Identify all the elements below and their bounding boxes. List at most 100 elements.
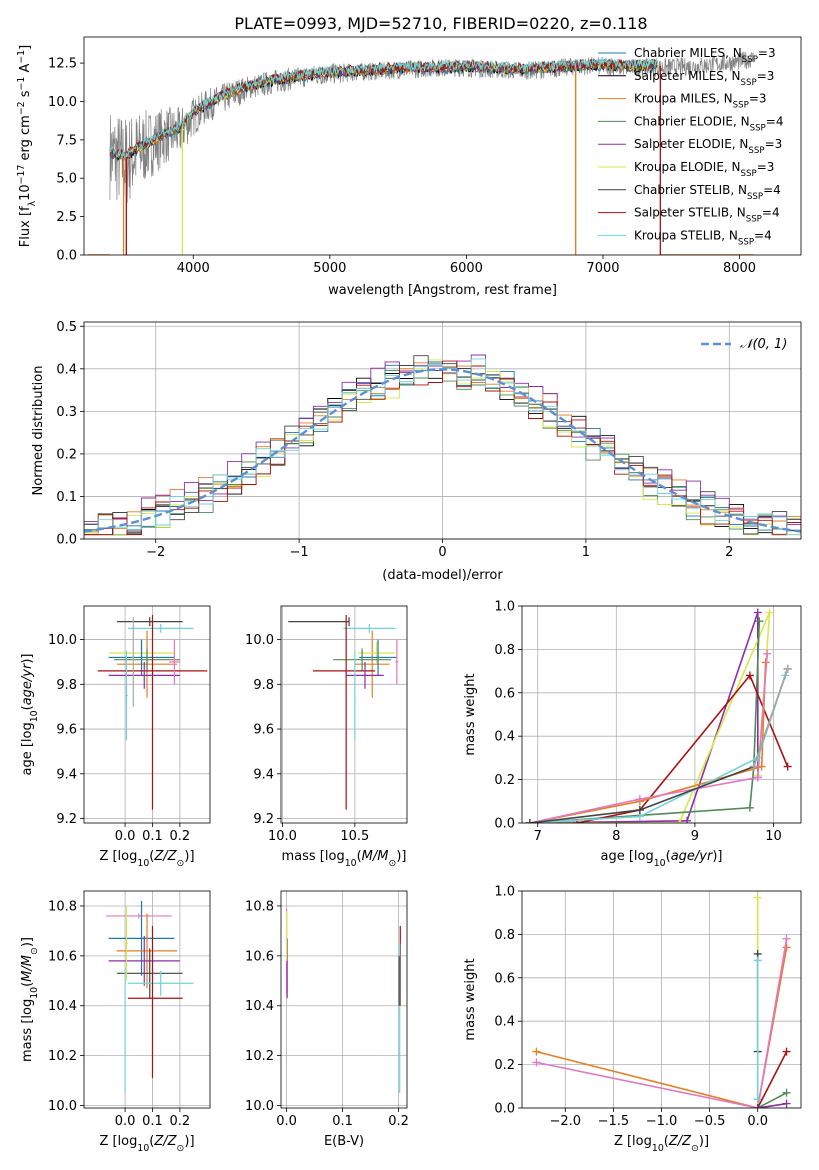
y-tick-label: 10.8 bbox=[245, 899, 274, 914]
x-tick-label: −2 bbox=[146, 545, 165, 560]
x-axis-label-part: age [log bbox=[600, 849, 653, 864]
normal-curve bbox=[84, 368, 801, 533]
massweight-marker bbox=[782, 943, 791, 952]
x-axis-label-part: )] bbox=[699, 1134, 709, 1149]
y-axis-label-part: erg cm bbox=[18, 115, 33, 164]
y-tick-label: 5.0 bbox=[56, 172, 77, 187]
x-axis-label-part: M/M bbox=[362, 849, 389, 864]
legend-label-part: =3 bbox=[765, 137, 783, 151]
x-axis-label-part: ( bbox=[149, 849, 154, 864]
y-axis-label: mass weight bbox=[463, 673, 478, 755]
x-axis-label-part: )] bbox=[396, 849, 406, 864]
x-axis-label: Z [log10(Z/Z⊙)] bbox=[99, 849, 194, 869]
y-tick-label: 9.6 bbox=[56, 723, 77, 738]
x-axis-label-part: age/yr bbox=[671, 849, 714, 864]
y-axis-label: mass weight bbox=[463, 958, 478, 1040]
y-tick-label: 10.8 bbox=[48, 899, 77, 914]
y-tick-label: 0.0 bbox=[494, 1102, 515, 1117]
legend-label: Salpeter ELODIE, NSSP=3 bbox=[634, 137, 782, 156]
x-axis-label-part: ( bbox=[149, 1134, 154, 1149]
axes-frame bbox=[280, 605, 408, 824]
massweight-marker bbox=[525, 819, 534, 823]
massweight-line bbox=[757, 1102, 787, 1108]
x-axis-label-part: )] bbox=[184, 1134, 194, 1149]
x-axis-label-part: )] bbox=[184, 849, 194, 864]
y-axis-label-part: ( bbox=[20, 982, 35, 987]
x-axis-label: mass [log10(M/M⊙)] bbox=[282, 849, 407, 869]
legend-label-part: SSP bbox=[750, 123, 766, 133]
x-axis-label-part: ( bbox=[664, 1134, 669, 1149]
spectrum-panel: 4000 5000 6000 7000 8000 0.0 2.5 5.0 7.5 10.0 12.5… bbox=[16, 36, 802, 298]
y-axis-label-part: −1 bbox=[16, 50, 27, 64]
x-tick-label: 0.2 bbox=[388, 1114, 409, 1129]
y-tick-label: 0.4 bbox=[494, 1015, 515, 1030]
y-tick-label: 1.0 bbox=[494, 885, 515, 900]
legend-label: Kroupa MILES, NSSP=3 bbox=[634, 92, 767, 111]
massweight-marker bbox=[753, 1095, 762, 1104]
massweight-marker bbox=[745, 803, 754, 812]
x-tick-label: 0.2 bbox=[170, 1114, 191, 1129]
massweight-line bbox=[753, 668, 789, 767]
y-tick-label: 7.5 bbox=[56, 133, 77, 148]
x-tick-label: 2 bbox=[725, 545, 733, 560]
massweight-marker bbox=[753, 893, 762, 902]
x-axis-label-part: )] bbox=[712, 849, 722, 864]
y-tick-label: 10.0 bbox=[245, 633, 274, 648]
x-axis-label-part: 10 bbox=[137, 1143, 149, 1154]
axes-frame bbox=[83, 890, 211, 1109]
y-tick-label: 0.4 bbox=[494, 730, 515, 745]
x-axis-label-part: 10 bbox=[654, 858, 666, 869]
x-axis-label-part: Z [log bbox=[99, 849, 137, 864]
y-axis-label-part: mass [log bbox=[20, 999, 35, 1062]
legend-label-part: =4 bbox=[766, 114, 784, 128]
legend-label: Chabrier STELIB, NSSP=4 bbox=[634, 183, 781, 202]
x-axis-label-part: E(B-V) bbox=[324, 1134, 364, 1149]
legend-label-part: Kroupa STELIB, N bbox=[634, 228, 738, 242]
x-axis-label-part: Z/Z bbox=[668, 1134, 692, 1149]
y-tick-label: 10.2 bbox=[48, 1049, 77, 1064]
massweight-marker bbox=[683, 816, 692, 823]
y-tick-label: 10.4 bbox=[245, 999, 274, 1014]
y-tick-label: 9.6 bbox=[253, 723, 274, 738]
x-tick-label: −0.5 bbox=[694, 1114, 726, 1129]
massweight-marker bbox=[783, 762, 792, 771]
x-axis-label: E(B-V) bbox=[324, 1134, 364, 1149]
massweight-marker bbox=[753, 608, 762, 617]
massweight-marker bbox=[755, 617, 764, 626]
x-tick-label: 10.0 bbox=[268, 829, 297, 844]
y-tick-label: 1.0 bbox=[494, 600, 515, 615]
x-axis-label: age [log10(age/yr)] bbox=[600, 849, 722, 869]
legend-label-part: =3 bbox=[757, 69, 775, 83]
residual-histogram-panel: −2 −1 0 1 2 0.0 0.1 0.2 0.3 0.4 0.5 (data-model)/er… bbox=[31, 320, 802, 583]
legend-label-part: =4 bbox=[762, 206, 780, 220]
axes-frame bbox=[83, 605, 211, 824]
massweight-marker bbox=[753, 1104, 762, 1108]
y-tick-label: 0.0 bbox=[56, 533, 77, 548]
y-axis-label-part: −17 bbox=[16, 165, 27, 185]
x-axis-label-part: mass [log bbox=[282, 849, 345, 864]
massweight-line bbox=[536, 938, 788, 1108]
y-axis-label-part: ] bbox=[18, 45, 33, 50]
massweight-marker bbox=[753, 956, 762, 965]
age-vs-mass-panel: 10.0 10.5 9.2 9.4 9.6 9.8 10.0 mass [log10(M/M⊙… bbox=[245, 605, 408, 869]
massweight-vs-metallicity-panel: −2.0 −1.5 −1.0 −0.5 0.0 0.0 0.2 0.4 0.6 0.8 1.0 Z [… bbox=[463, 885, 802, 1154]
x-tick-label: 8000 bbox=[723, 261, 756, 276]
y-tick-label: 10.0 bbox=[48, 633, 77, 648]
massweight-marker bbox=[635, 795, 644, 804]
y-axis-label: Normed distribution bbox=[31, 366, 46, 496]
y-tick-label: 9.4 bbox=[253, 767, 274, 782]
legend-label-part: SSP bbox=[747, 192, 763, 202]
y-axis-label-part: )] bbox=[20, 937, 35, 947]
legend-label-part: Chabrier ELODIE, N bbox=[634, 114, 750, 128]
y-axis-label-part: Flux [f bbox=[18, 206, 33, 247]
x-axis-label-part: ⊙ bbox=[177, 1143, 185, 1154]
x-tick-label: −1.0 bbox=[646, 1114, 678, 1129]
x-axis-label: Z [log10(Z/Z⊙)] bbox=[99, 1134, 194, 1154]
legend-label-part: SSP bbox=[741, 169, 757, 179]
massweight-marker bbox=[635, 805, 644, 814]
y-axis-label: mass [log10(M/M⊙)] bbox=[20, 937, 40, 1062]
legend-label: Chabrier ELODIE, NSSP=4 bbox=[634, 114, 783, 133]
massweight-marker bbox=[745, 671, 754, 680]
y-tick-label: 0.2 bbox=[494, 1058, 515, 1073]
